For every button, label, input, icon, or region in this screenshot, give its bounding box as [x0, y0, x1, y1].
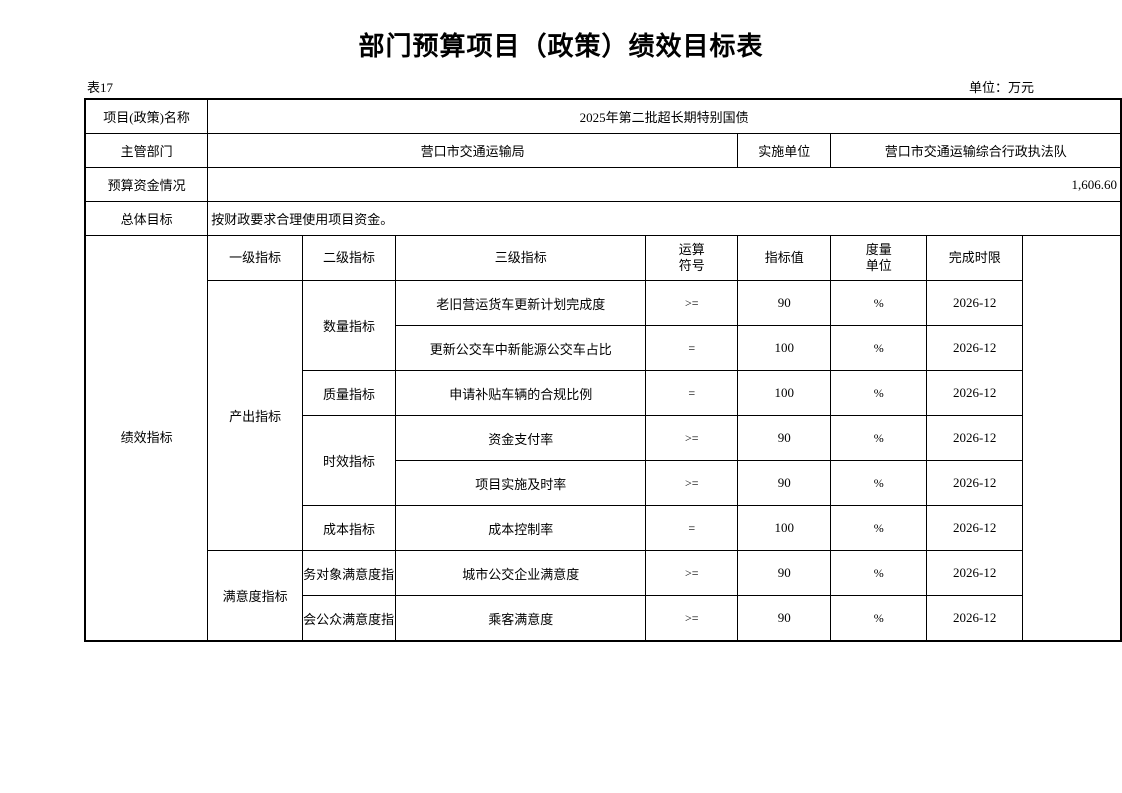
- header: 完成时限: [926, 235, 1024, 281]
- cell: >=: [645, 550, 739, 596]
- table-row: 质量指标 申请补贴车辆的合规比例 = 100% 2026-12: [85, 370, 1121, 416]
- cell: 90: [737, 595, 832, 642]
- cell: 2026-12: [926, 325, 1024, 371]
- header: 三级指标: [395, 235, 647, 281]
- sub: 数量指标: [302, 280, 397, 371]
- cell: 2026-12: [926, 415, 1024, 461]
- cell: 90: [737, 415, 832, 461]
- cell: 项目实施及时率: [395, 460, 647, 506]
- group: 满意度指标: [207, 550, 304, 642]
- header-row: 绩效指标 一级指标 二级指标 三级指标 运算 符号 指标值 度量 单位 完成时限: [84, 235, 1121, 642]
- cell: 2026-12: [926, 460, 1024, 506]
- cell: 100: [737, 505, 832, 551]
- cell: =: [645, 325, 739, 371]
- label: 实施单位: [737, 133, 832, 168]
- cell: %: [830, 550, 928, 596]
- cell: 90: [737, 460, 832, 506]
- label: 主管部门: [84, 133, 209, 168]
- unit-label: 单位：万元: [968, 80, 1034, 95]
- header: 二级指标: [302, 235, 397, 281]
- label: 项目(政策)名称: [84, 98, 209, 134]
- page-title: 部门预算项目（政策）绩效目标表: [358, 32, 764, 62]
- cell: 资金支付率: [395, 415, 647, 461]
- table-row: 项目实施及时率 >= 90% 2026-12: [85, 460, 1121, 506]
- cell: 更新公交车中新能源公交车占比: [395, 325, 647, 371]
- cell: 城市公交企业满意度: [395, 550, 647, 596]
- h: 度量: [865, 242, 892, 257]
- cell: %: [830, 595, 928, 642]
- cell: %: [830, 415, 928, 461]
- label: 预算资金情况: [84, 167, 209, 202]
- cell: 申请补贴车辆的合规比例: [395, 370, 647, 416]
- header: 运算 符号: [645, 235, 739, 281]
- header: 一级指标: [207, 235, 304, 281]
- h: 运算: [678, 242, 705, 257]
- cell: =: [645, 370, 739, 416]
- cell: 2026-12: [926, 505, 1024, 551]
- cell: 2026-12: [926, 280, 1024, 326]
- cell: 90: [737, 550, 832, 596]
- sub: 成本指标: [302, 505, 397, 551]
- table-row: 会公众满意度指 乘客满意度 >= 90% 2026-12: [85, 595, 1121, 642]
- cell: 100: [737, 370, 832, 416]
- cell: 成本控制率: [395, 505, 647, 551]
- dept: 营口市交通运输局: [207, 133, 739, 168]
- cell: =: [645, 505, 739, 551]
- project-name: 2025年第二批超长期特别国债: [207, 98, 1122, 134]
- cell: 2026-12: [926, 550, 1024, 596]
- table-row: 时效指标 资金支付率 >= 90% 2026-12: [85, 415, 1121, 506]
- sub: 质量指标: [302, 370, 397, 416]
- cell: %: [830, 280, 928, 326]
- sub: 会公众满意度指: [302, 595, 397, 642]
- cell: %: [830, 370, 928, 416]
- row-dept: 主管部门 营口市交通运输局 实施单位 营口市交通运输综合行政执法队: [84, 133, 1122, 168]
- sub: 务对象满意度指: [302, 550, 397, 596]
- perf-label: 绩效指标: [84, 235, 209, 642]
- table-row: 成本指标 成本控制率 = 100% 2026-12: [85, 505, 1121, 551]
- table-row: 更新公交车中新能源公交车占比 = 100% 2026-12: [85, 325, 1121, 371]
- label: 总体目标: [84, 201, 209, 236]
- cell: >=: [645, 595, 739, 642]
- table-row: 满意度指标 务对象满意度指 城市公交企业满意度 >= 90% 2026-12: [85, 550, 1121, 642]
- cell: 90: [737, 280, 832, 326]
- goal: 按财政要求合理使用项目资金。: [207, 201, 1122, 236]
- cell: 乘客满意度: [395, 595, 647, 642]
- cell: 2026-12: [926, 595, 1024, 642]
- impl-unit: 营口市交通运输综合行政执法队: [830, 133, 1122, 168]
- cell: %: [830, 325, 928, 371]
- cell: %: [830, 460, 928, 506]
- cell: >=: [645, 460, 739, 506]
- row-budget: 预算资金情况 1,606.60: [84, 167, 1122, 202]
- cell: %: [830, 505, 928, 551]
- group: 产出指标: [207, 280, 304, 551]
- cell: >=: [645, 280, 739, 326]
- cell: 2026-12: [926, 370, 1024, 416]
- header: 度量 单位: [830, 235, 928, 281]
- table-number: 表17: [87, 80, 114, 95]
- h: 单位: [865, 258, 892, 273]
- row-name: 项目(政策)名称 2025年第二批超长期特别国债: [84, 98, 1122, 134]
- row-goal: 总体目标 按财政要求合理使用项目资金。: [84, 201, 1122, 236]
- cell: 100: [737, 325, 832, 371]
- sub: 时效指标: [302, 415, 397, 506]
- h: 符号: [678, 258, 705, 273]
- performance-table: 项目(政策)名称 2025年第二批超长期特别国债 主管部门 营口市交通运输局 实…: [84, 98, 1122, 642]
- cell: 老旧营运货车更新计划完成度: [395, 280, 647, 326]
- cell: >=: [645, 415, 739, 461]
- budget: 1,606.60: [207, 167, 1122, 202]
- table-row: 产出指标 数量指标 老旧营运货车更新计划完成度 >= 90% 2026-12: [85, 280, 1121, 551]
- header: 指标值: [737, 235, 832, 281]
